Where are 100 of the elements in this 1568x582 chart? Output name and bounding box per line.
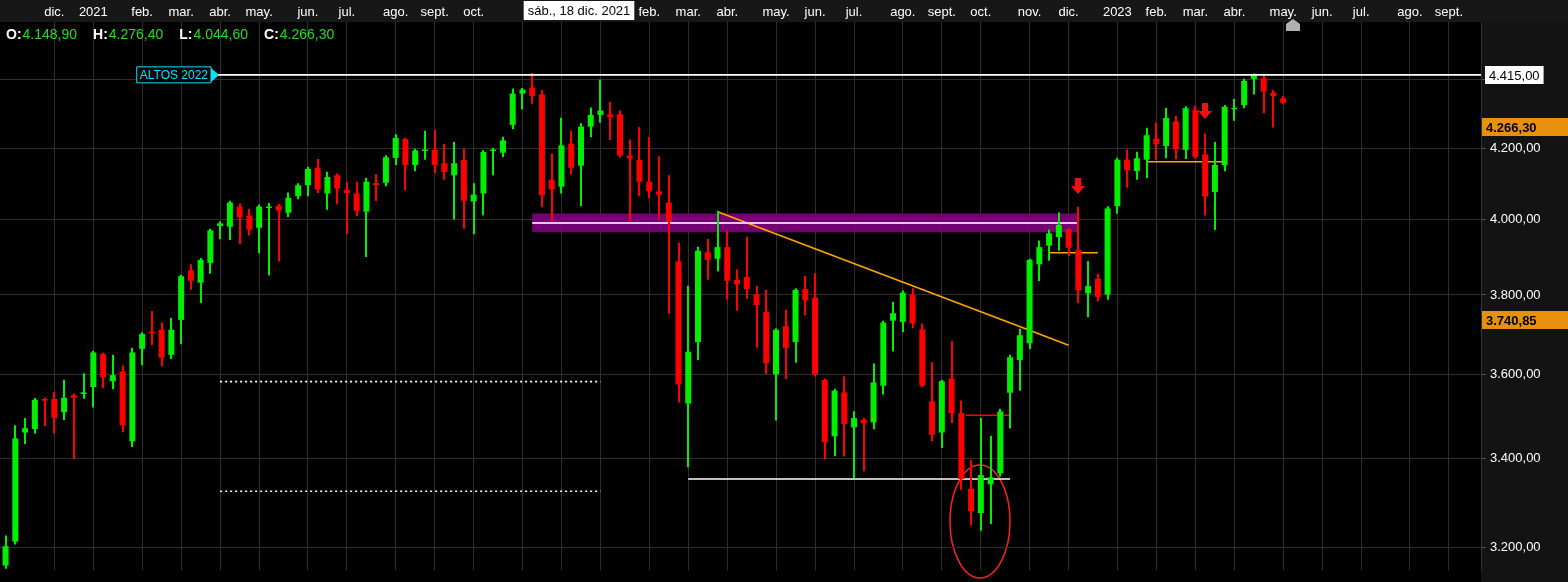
x-tick-label: jul. [1351, 3, 1370, 19]
candlestick [968, 459, 975, 526]
candlestick [246, 208, 253, 236]
y-tick-label: 3.400,00 [1490, 449, 1541, 465]
candlestick [256, 204, 263, 254]
candlestick [860, 417, 867, 472]
candlestick [665, 175, 672, 314]
candlestick [353, 181, 360, 217]
candlestick [412, 148, 419, 172]
annotation: C:4.266,30 [264, 25, 335, 42]
x-tick-label: 2023 [1102, 3, 1132, 19]
annotation: O:4.148,90 [6, 25, 78, 42]
candlestick [304, 166, 311, 197]
x-tick-label: feb. [638, 3, 661, 19]
candlestick [109, 354, 116, 390]
y-tick-label: 3.600,00 [1490, 365, 1541, 381]
candlestick [734, 269, 741, 311]
candlestick [70, 393, 77, 460]
candlestick [1094, 274, 1101, 302]
x-tick-label: sept. [1434, 3, 1464, 19]
candlestick [139, 332, 146, 366]
candlestick [41, 397, 48, 427]
x-tick-label: nov. [1017, 3, 1042, 19]
x-tick-label: may. [245, 3, 273, 19]
candlestick [51, 391, 58, 434]
x-tick-label: dic. [44, 3, 65, 19]
x-tick-label: oct. [970, 3, 992, 19]
y-tick-label: 4.000,00 [1490, 211, 1541, 227]
candlestick [548, 153, 555, 222]
candlestick [100, 352, 107, 388]
candlestick [314, 159, 321, 194]
candlestick [392, 134, 399, 165]
candlestick [197, 258, 204, 303]
candlestick [1085, 261, 1092, 318]
candlestick [217, 221, 224, 240]
candlestick [802, 275, 809, 316]
text: sáb., 18 dic. 2021 [527, 2, 631, 18]
candlestick [431, 129, 438, 174]
candlestick [275, 204, 282, 262]
candlestick [704, 239, 711, 280]
candlestick [714, 210, 721, 272]
candlestick [1036, 240, 1043, 281]
candlestick [187, 264, 194, 290]
candlestick [451, 141, 458, 220]
text: 4.415,00 [1489, 67, 1540, 83]
y-tick-label: 3.200,00 [1490, 538, 1541, 554]
x-tick-label: ago. [383, 3, 409, 19]
candlestick [236, 203, 243, 245]
x-tick-label: may. [1269, 3, 1297, 19]
x-tick-label: sept. [927, 3, 956, 19]
candlestick [2, 535, 9, 569]
text: 4.266,30 [1486, 119, 1537, 135]
candlestick [1046, 229, 1053, 261]
x-tick-label: jun. [1310, 3, 1333, 19]
candlestick [22, 417, 29, 445]
x-tick-label: mar. [168, 3, 194, 19]
x-tick-label: dic. [1058, 3, 1079, 19]
candlestick [636, 127, 643, 197]
candlestick [656, 156, 662, 220]
candlestick [334, 173, 341, 205]
candlestick [607, 101, 614, 141]
x-tick-label: 2021 [78, 3, 108, 19]
candlestick [626, 139, 633, 222]
candlestick [529, 72, 536, 104]
candlestick [61, 379, 68, 420]
candlestick [743, 236, 750, 300]
candlestick [80, 373, 87, 399]
x-tick-label: jul. [844, 3, 863, 19]
candlestick [851, 411, 858, 479]
x-tick-label: mar. [675, 3, 701, 19]
candlestick [782, 309, 789, 379]
y-tick-label: 3.800,00 [1490, 286, 1541, 302]
candlestick [1133, 151, 1140, 180]
x-tick-label: ago. [1397, 3, 1423, 19]
x-tick-label: jun. [803, 3, 826, 19]
candlestick [987, 435, 994, 524]
candlestick [519, 87, 526, 110]
candlestick [890, 302, 897, 352]
y-tick-label: 4.200,00 [1490, 139, 1541, 155]
candlestick [285, 192, 292, 218]
x-tick-label: feb. [1145, 3, 1168, 19]
candlestick [324, 171, 331, 210]
text: 3.740,85 [1486, 312, 1537, 328]
candlestick [646, 136, 653, 199]
x-tick-label: abr. [1223, 3, 1246, 19]
x-tick-label: ago. [890, 3, 916, 19]
annotation: H:4.276,40 [93, 25, 164, 42]
candlestick [1124, 149, 1131, 188]
x-tick-label: abr. [209, 3, 231, 19]
candlestick [441, 143, 448, 180]
candlestick [343, 181, 350, 235]
x-tick-label: may. [762, 3, 790, 19]
candlestick [373, 174, 380, 202]
candlestick [499, 136, 506, 158]
x-tick-label: jul. [337, 3, 356, 19]
annotation: L:4.044,60 [179, 25, 249, 42]
candlestick [753, 285, 760, 348]
candlestick [1153, 122, 1160, 160]
candlestick [1260, 75, 1267, 114]
x-tick-label: feb. [131, 3, 153, 19]
